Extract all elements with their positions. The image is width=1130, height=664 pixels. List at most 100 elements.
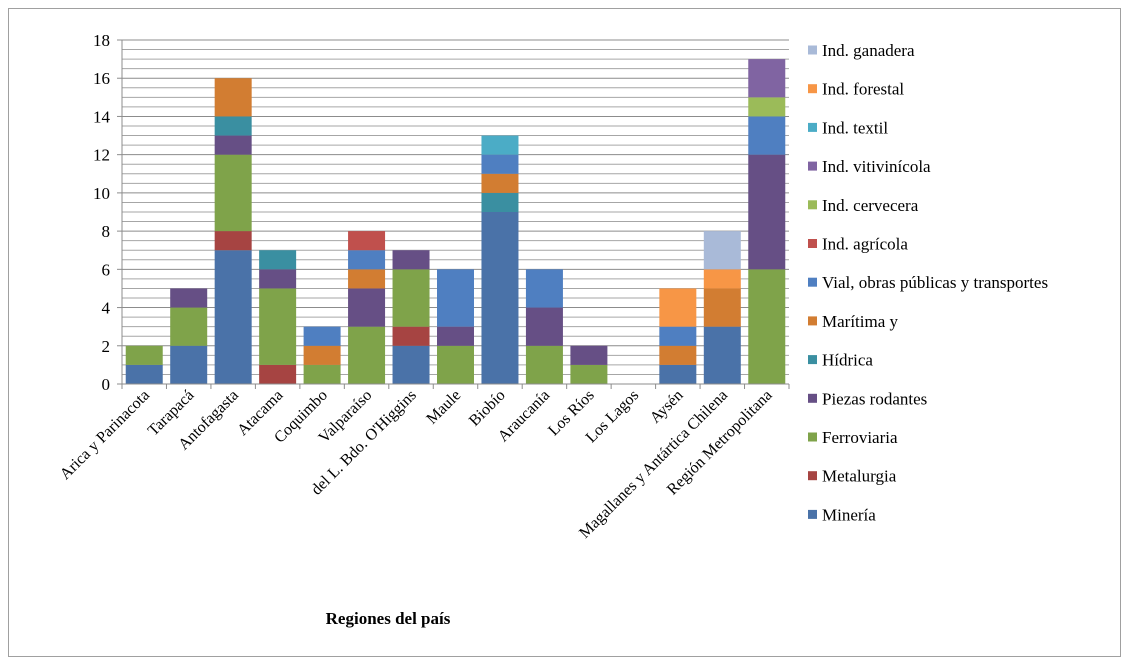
bar-segment-biobio-ind-textil xyxy=(481,135,519,155)
x-tick-label-biobio: Biobío xyxy=(466,387,509,430)
legend-label-vial-obras-publicas-y-transportes: Vial, obras públicas y transportes xyxy=(822,273,1048,292)
bar-segment-biobio-vial-obras-publicas-y-transportes xyxy=(481,154,519,174)
bar-segment-region-metropolitana-ind-cervecera xyxy=(748,97,786,117)
bar-segment-atacama-piezas-rodantes xyxy=(259,269,297,289)
legend-swatch-ind-vitivinicola xyxy=(808,161,817,171)
x-tick-label-aysen: Aysén xyxy=(647,387,687,427)
bar-segment-antofagasta-piezas-rodantes xyxy=(214,135,252,155)
y-tick-label: 2 xyxy=(102,337,111,356)
bar-segment-region-metropolitana-ferroviaria xyxy=(748,269,786,384)
bar-segment-araucania-piezas-rodantes xyxy=(525,307,563,346)
bar-segment-maule-piezas-rodantes xyxy=(437,326,474,346)
legend-swatch-metalurgia xyxy=(808,471,817,481)
stacked-bar-chart: 0 2 4 6 8 10 12 14 16 18 Arica y ParinacotaTarapa… xyxy=(57,31,1048,628)
bar-segment-del-l-bdo-o-higgins-mineria xyxy=(392,345,430,384)
bar-segment-atacama-metalurgia xyxy=(259,364,297,384)
legend-label-ind-forestal: Ind. forestal xyxy=(822,80,904,99)
bar-segment-atacama-hidrica xyxy=(259,250,297,270)
legend-label-ind-agricola: Ind. agrícola xyxy=(822,235,908,254)
bar-segment-aysen-mineria xyxy=(659,364,697,384)
bar-segment-coquimbo-vial-obras-publicas-y-transportes xyxy=(303,326,341,346)
legend-swatch-vial-obras-publicas-y-transportes xyxy=(808,277,817,287)
bar-segment-maule-vial-obras-publicas-y-transportes xyxy=(437,269,474,327)
legend-label-maritima-y: Marítima y xyxy=(822,312,899,331)
bar-segment-valparaiso-ind-agricola xyxy=(348,231,386,251)
bar-segment-coquimbo-ferroviaria xyxy=(303,364,341,384)
bar-segment-arica-y-parinacota-mineria xyxy=(125,364,163,384)
y-tick-label: 10 xyxy=(93,184,110,203)
bar-segment-del-l-bdo-o-higgins-piezas-rodantes xyxy=(392,250,430,270)
bar-segment-tarapaca-mineria xyxy=(170,345,208,384)
bar-segment-atacama-ferroviaria xyxy=(259,288,297,365)
legend-swatch-mineria xyxy=(808,509,817,519)
bar-segment-del-l-bdo-o-higgins-metalurgia xyxy=(392,326,430,346)
bar-segment-aysen-maritima-y xyxy=(659,345,697,365)
bar-segment-valparaiso-maritima-y xyxy=(348,269,386,289)
bars xyxy=(125,59,786,384)
bar-segment-magallanes-y-antartica-chilena-mineria xyxy=(703,326,741,384)
bar-segment-araucania-ferroviaria xyxy=(525,345,563,384)
legend-label-ind-vitivinicola: Ind. vitivinícola xyxy=(822,157,931,176)
x-tick-labels: Arica y ParinacotaTarapacáAntofagastaAta… xyxy=(57,387,776,542)
legend-label-piezas-rodantes: Piezas rodantes xyxy=(822,389,927,408)
bar-segment-tarapaca-piezas-rodantes xyxy=(170,288,208,308)
bar-segment-araucania-vial-obras-publicas-y-transportes xyxy=(525,269,563,308)
y-tick-label: 6 xyxy=(102,260,111,279)
legend-swatch-maritima-y xyxy=(808,316,817,326)
y-tick-label: 8 xyxy=(102,222,111,241)
bar-segment-region-metropolitana-vial-obras-publicas-y-transportes xyxy=(748,116,786,155)
bar-segment-valparaiso-ferroviaria xyxy=(348,326,386,384)
bar-segment-los-rios-piezas-rodantes xyxy=(570,345,608,365)
legend-label-ind-ganadera: Ind. ganadera xyxy=(822,41,915,60)
bar-segment-magallanes-y-antartica-chilena-maritima-y xyxy=(703,288,741,327)
bar-segment-magallanes-y-antartica-chilena-ind-ganadera xyxy=(703,231,741,270)
bar-segment-magallanes-y-antartica-chilena-ind-forestal xyxy=(703,269,741,289)
bar-segment-antofagasta-ferroviaria xyxy=(214,154,252,232)
y-tick-labels: 0 2 4 6 8 10 12 14 16 18 xyxy=(93,31,111,394)
bar-segment-antofagasta-metalurgia xyxy=(214,231,252,251)
legend-label-mineria: Minería xyxy=(822,505,876,524)
legend-swatch-hidrica xyxy=(808,355,817,365)
chart-frame: 0 2 4 6 8 10 12 14 16 18 Arica y Parinacota Tarapa… xyxy=(8,8,1121,657)
y-tick-label: 0 xyxy=(102,375,111,394)
bar-segment-aysen-ind-forestal xyxy=(659,288,697,327)
bar-segment-valparaiso-vial-obras-publicas-y-transportes xyxy=(348,250,386,270)
legend-swatch-ind-textil xyxy=(808,122,817,132)
y-tick-label: 14 xyxy=(93,107,111,126)
legend-label-ind-textil: Ind. textil xyxy=(822,118,888,137)
bar-segment-biobio-maritima-y xyxy=(481,173,519,193)
x-tick-label-maule: Maule xyxy=(423,387,464,428)
bar-segment-region-metropolitana-ind-vitivinicola xyxy=(748,59,786,98)
legend-label-ferroviaria: Ferroviaria xyxy=(822,428,898,447)
bar-segment-biobio-mineria xyxy=(481,212,519,384)
legend-swatch-ind-ganadera xyxy=(808,45,817,55)
x-tick-label-arica-y-parinacota: Arica y Parinacota xyxy=(57,387,153,483)
legend-label-hidrica: Hídrica xyxy=(822,351,873,370)
bar-segment-biobio-hidrica xyxy=(481,192,519,212)
y-tick-label: 18 xyxy=(93,31,110,50)
legend-swatch-ind-forestal xyxy=(808,84,817,94)
bar-segment-antofagasta-hidrica xyxy=(214,116,252,136)
bar-segment-maule-ferroviaria xyxy=(437,345,474,384)
bar-segment-aysen-vial-obras-publicas-y-transportes xyxy=(659,326,697,346)
bar-segment-tarapaca-ferroviaria xyxy=(170,307,208,346)
y-tick-label: 12 xyxy=(93,146,110,165)
x-axis-title: Regiones del país xyxy=(326,609,451,628)
bar-segment-coquimbo-maritima-y xyxy=(303,345,341,365)
legend-label-metalurgia: Metalurgia xyxy=(822,467,897,486)
bar-segment-del-l-bdo-o-higgins-ferroviaria xyxy=(392,269,430,327)
y-tick-label: 16 xyxy=(93,69,110,88)
y-tick-label: 4 xyxy=(102,299,111,318)
legend-label-ind-cervecera: Ind. cervecera xyxy=(822,196,919,215)
bar-segment-arica-y-parinacota-ferroviaria xyxy=(125,345,163,365)
bar-segment-antofagasta-maritima-y xyxy=(214,78,252,117)
bar-segment-valparaiso-piezas-rodantes xyxy=(348,288,386,327)
bar-segment-los-rios-ferroviaria xyxy=(570,364,608,384)
legend-swatch-ind-cervecera xyxy=(808,200,817,210)
legend: Ind. ganadera Ind. forestal Ind. textil Ind… xyxy=(808,41,1048,524)
legend-swatch-ind-agricola xyxy=(808,239,817,248)
legend-swatch-piezas-rodantes xyxy=(808,393,817,403)
legend-swatch-ferroviaria xyxy=(808,432,817,442)
bar-segment-antofagasta-mineria xyxy=(214,250,252,384)
axes xyxy=(117,39,790,389)
